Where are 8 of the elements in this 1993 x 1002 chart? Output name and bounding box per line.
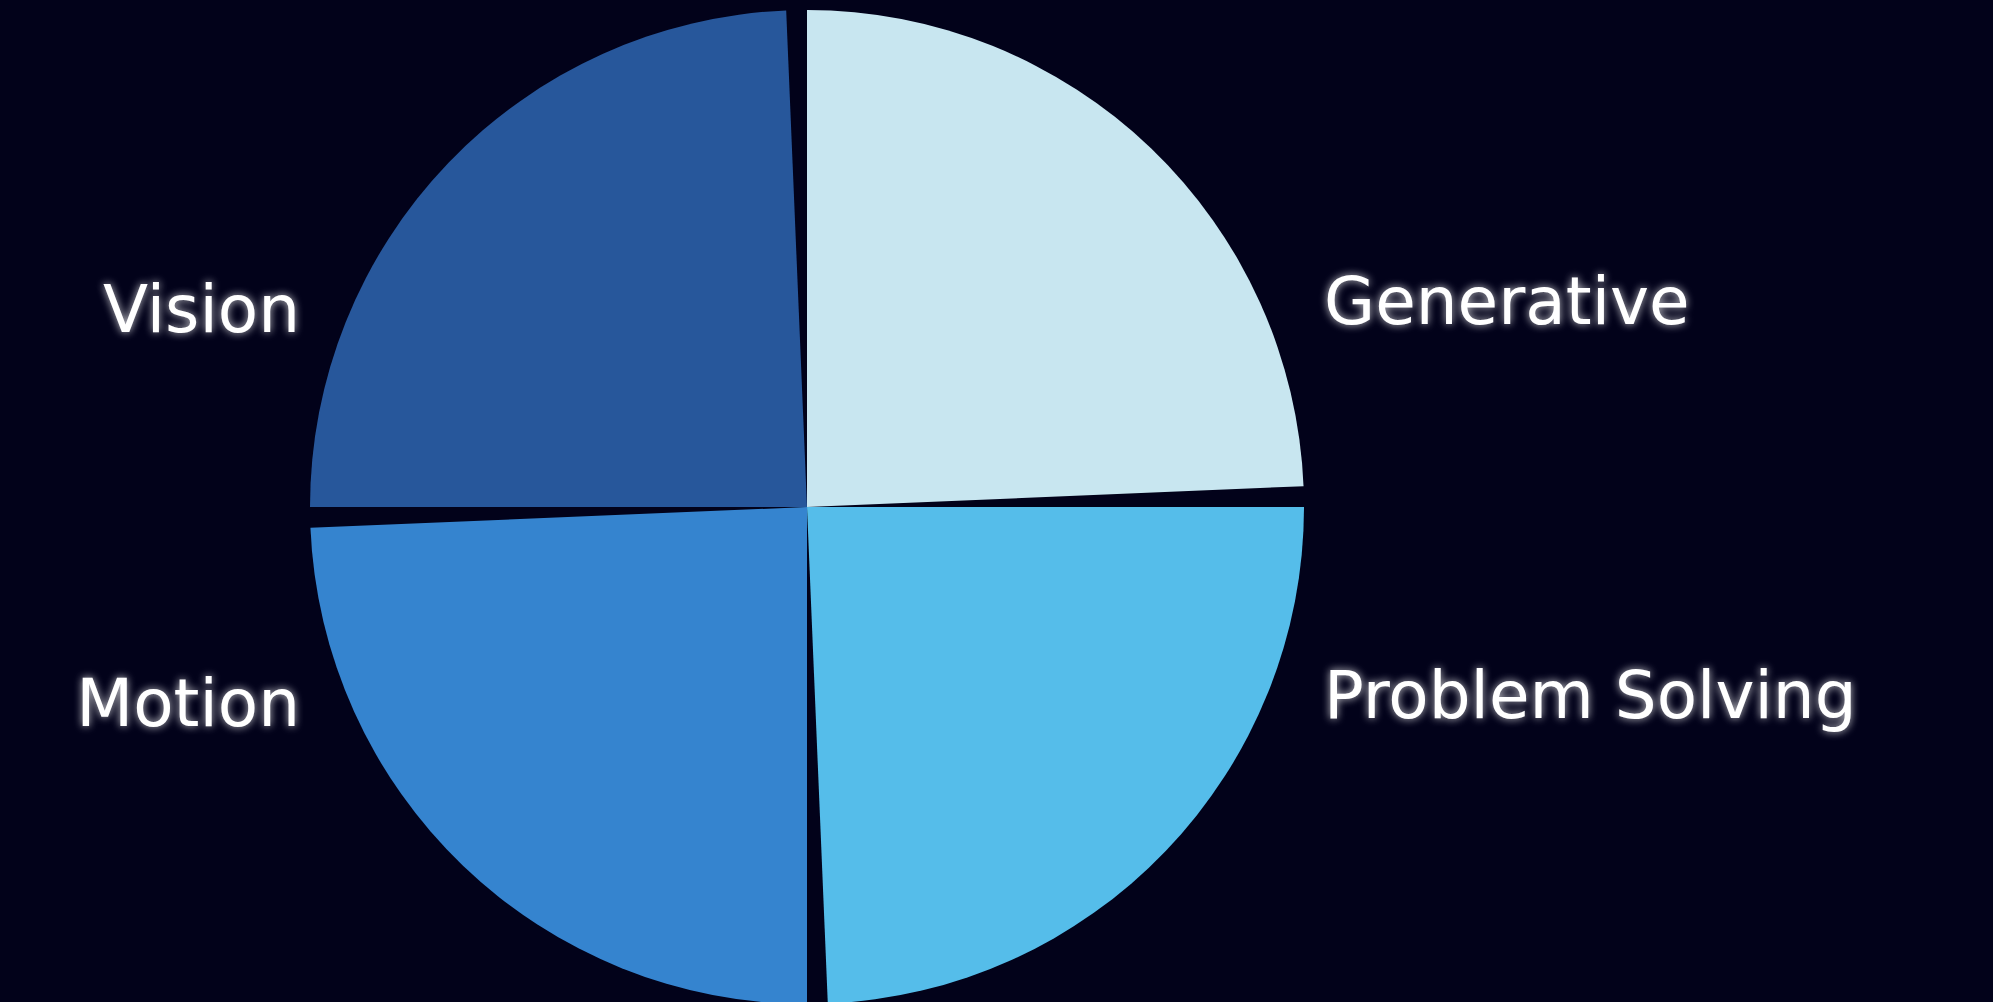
pie-slice (807, 10, 1304, 507)
slice-label: Motion (76, 664, 300, 742)
pie-slice (310, 507, 807, 1002)
pie-slice (310, 10, 807, 507)
pie-slice (807, 507, 1304, 1002)
slice-label: Generative (1324, 263, 1690, 341)
slice-label: Vision (103, 271, 300, 349)
slice-label: Problem Solving (1324, 656, 1857, 734)
